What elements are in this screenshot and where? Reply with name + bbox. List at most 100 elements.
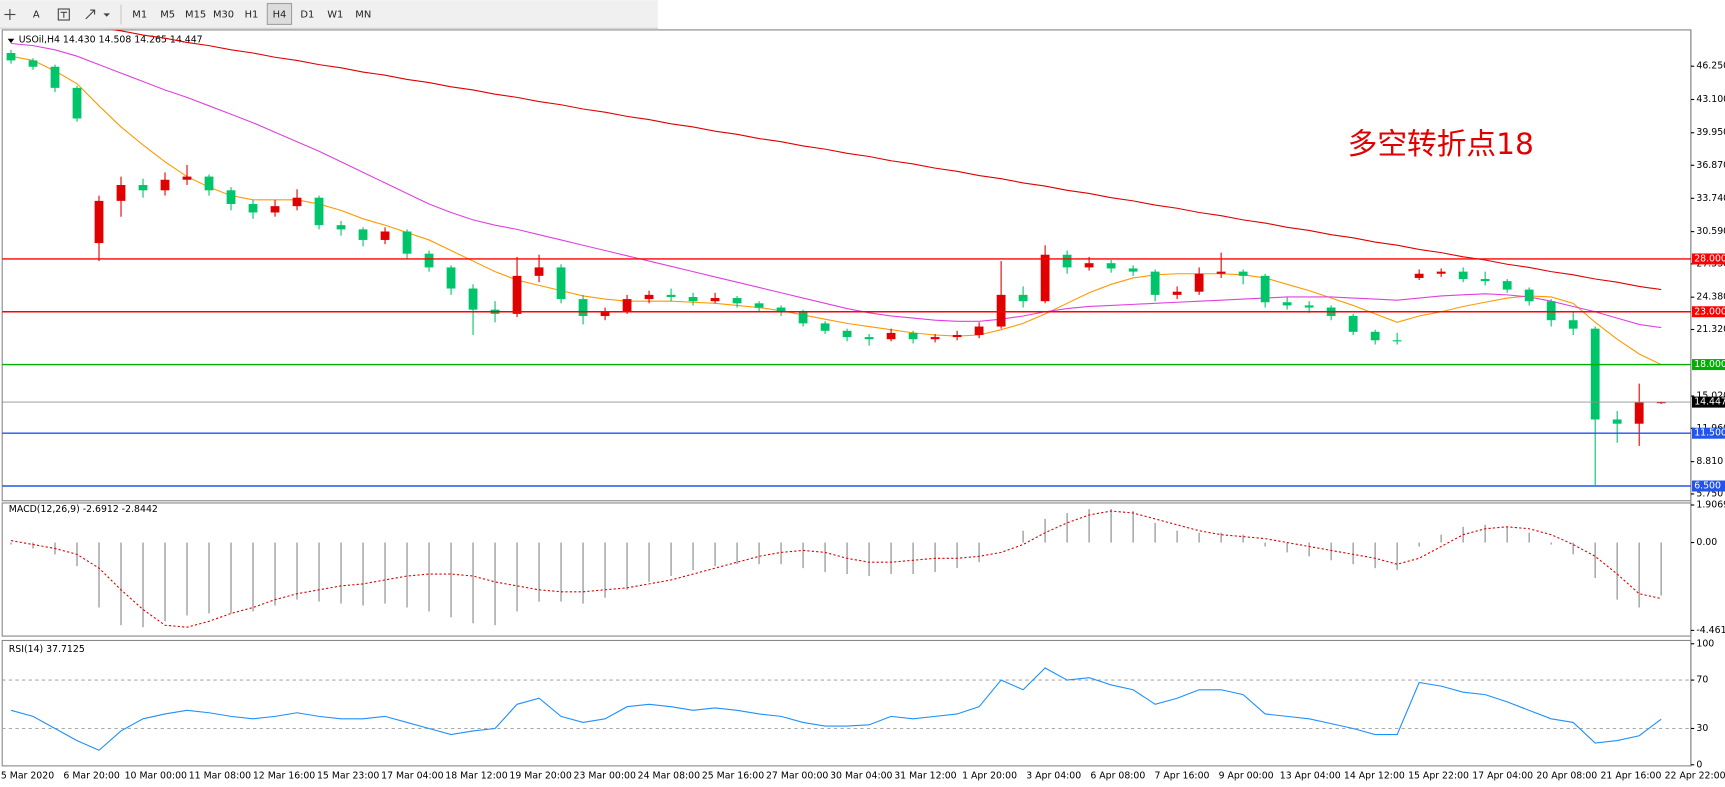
candle-body xyxy=(1040,254,1050,302)
x-tick-label: 31 Mar 12:00 xyxy=(894,770,956,781)
crosshair-tool[interactable] xyxy=(4,9,16,21)
timeframe-button[interactable]: D1 xyxy=(300,10,314,21)
x-tick-label: 12 Mar 16:00 xyxy=(253,770,315,781)
candle-body xyxy=(930,337,940,340)
y-tick-label: 24.380 xyxy=(1696,292,1725,303)
candle-body xyxy=(1590,328,1600,420)
moving-average xyxy=(10,55,1662,366)
candle-body xyxy=(1436,271,1446,274)
candle-body xyxy=(1568,320,1578,329)
y-tick-label: 100 xyxy=(1696,638,1714,649)
candle-body xyxy=(842,330,852,338)
candle-body xyxy=(1018,294,1028,302)
candle-body xyxy=(380,231,390,240)
candle-body xyxy=(424,253,434,268)
timeframe-button[interactable]: W1 xyxy=(327,10,343,21)
level-label-bg xyxy=(1691,359,1725,371)
candle-body xyxy=(1084,263,1094,268)
candle-body xyxy=(1194,273,1204,292)
candle-body xyxy=(1216,271,1226,274)
timeframe-button[interactable]: H4 xyxy=(273,10,287,21)
label-tool[interactable] xyxy=(57,8,70,21)
candle-body xyxy=(600,311,610,316)
candle-body xyxy=(160,179,170,191)
y-tick-label: 5.750 xyxy=(1696,488,1723,499)
x-tick-label: 15 Mar 23:00 xyxy=(317,770,379,781)
candle-body xyxy=(138,185,148,191)
y-tick-label: 0.00 xyxy=(1696,537,1717,548)
candle-body xyxy=(556,267,566,300)
level-label-bg xyxy=(1691,306,1725,318)
candle-body xyxy=(248,204,258,213)
price-plot xyxy=(6,29,1666,485)
candle-body xyxy=(1106,263,1116,269)
candle-body xyxy=(622,299,632,312)
text-tool[interactable]: A xyxy=(33,10,40,21)
candle-body xyxy=(996,294,1006,327)
timeframe-button[interactable]: M30 xyxy=(213,10,234,21)
y-tick-label: 1.9069 xyxy=(1696,499,1725,510)
candle-body xyxy=(1062,254,1072,268)
candle-body xyxy=(1634,402,1644,424)
arrow-tool[interactable] xyxy=(85,9,111,20)
level-label-bg xyxy=(1691,253,1725,265)
x-tick-label: 25 Mar 16:00 xyxy=(702,770,764,781)
candle-body xyxy=(358,229,368,240)
candle-body xyxy=(908,332,918,340)
x-tick-label: 20 Apr 08:00 xyxy=(1536,770,1597,781)
candle-body xyxy=(1260,275,1270,303)
candle-body xyxy=(820,323,830,331)
annotation: 多空转折点18 xyxy=(1348,127,1534,162)
level-label: 14.447 xyxy=(1694,397,1725,408)
collapse-arrow xyxy=(7,38,15,44)
candle-body xyxy=(72,87,82,119)
candle-body xyxy=(1414,273,1424,278)
candle-body xyxy=(1458,271,1468,280)
candle-body xyxy=(226,190,236,205)
candle-body xyxy=(446,267,456,289)
candle-body xyxy=(50,66,60,88)
candle-body xyxy=(1370,331,1380,341)
y-tick-label: 30.590 xyxy=(1696,226,1725,237)
level-label: 28.000 xyxy=(1694,253,1725,264)
candle-body xyxy=(1348,315,1358,332)
timeframe-button[interactable]: M5 xyxy=(160,10,175,21)
candle-body xyxy=(116,185,126,201)
macd-title: MACD(12,26,9) -2.6912 -2.8442 xyxy=(9,504,158,515)
level-label: 6.500 xyxy=(1694,481,1721,492)
candle-body xyxy=(204,176,214,191)
x-tick-label: 6 Apr 08:00 xyxy=(1090,770,1145,781)
candle-body xyxy=(1524,289,1534,302)
y-tick-label: 15.020 xyxy=(1696,391,1725,402)
x-tick-label: 23 Mar 00:00 xyxy=(574,770,636,781)
level-label-bg xyxy=(1691,396,1725,408)
x-tick-label: 14 Apr 12:00 xyxy=(1344,770,1405,781)
x-tick-label: 18 Mar 12:00 xyxy=(445,770,507,781)
x-tick-label: 6 Mar 20:00 xyxy=(63,770,119,781)
candle-body xyxy=(314,197,324,226)
y-tick-label: 43.100 xyxy=(1696,94,1725,105)
candle-body xyxy=(644,294,654,300)
x-tick-label: 19 Mar 20:00 xyxy=(509,770,571,781)
y-tick-label: 46.250 xyxy=(1696,61,1725,72)
timeframe-button[interactable]: M15 xyxy=(185,10,206,21)
timeframe-button[interactable]: MN xyxy=(355,10,371,21)
x-tick-label: 13 Apr 04:00 xyxy=(1280,770,1341,781)
x-tick-label: 21 Apr 16:00 xyxy=(1600,770,1661,781)
rsi-title: RSI(14) 37.7125 xyxy=(9,644,85,655)
candle-body xyxy=(710,298,720,302)
candle-body xyxy=(798,311,808,324)
x-tick-label: 10 Mar 00:00 xyxy=(125,770,187,781)
y-tick-label: 21.320 xyxy=(1696,324,1725,335)
candle-body xyxy=(1656,402,1666,404)
timeframe-button[interactable]: M1 xyxy=(132,10,147,21)
candle-body xyxy=(1392,340,1402,342)
timeframe-button[interactable]: H1 xyxy=(245,10,259,21)
y-tick-label: 39.950 xyxy=(1696,127,1725,138)
x-tick-label: 3 Apr 04:00 xyxy=(1026,770,1081,781)
candle-body xyxy=(402,231,412,254)
candle-body xyxy=(1546,301,1556,321)
x-tick-label: 7 Apr 16:00 xyxy=(1154,770,1209,781)
